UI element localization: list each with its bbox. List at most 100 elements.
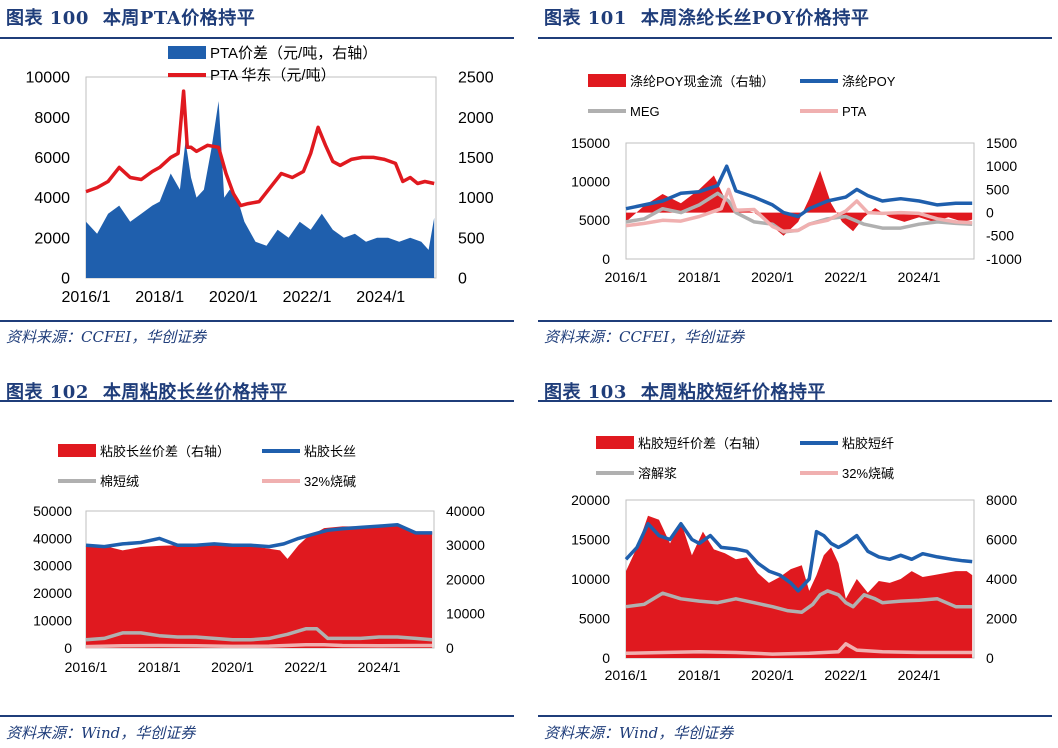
series-line — [85, 89, 435, 208]
y-left-tick-label: 5000 — [579, 212, 610, 228]
legend-label: PTA价差（元/吨，右轴） — [210, 45, 377, 62]
legend-label: 粘胶长丝价差（右轴） — [100, 444, 230, 459]
y-right-tick-label: 10000 — [446, 606, 485, 622]
series-area — [86, 524, 433, 648]
x-tick-label: 2016/1 — [65, 659, 108, 675]
legend-label: 粘胶短纤价差（右轴） — [638, 436, 768, 451]
figure-caption: 本周粘胶长丝价格持平 — [102, 382, 288, 403]
y-left-tick-label: 6000 — [34, 150, 70, 167]
y-right-tick-label: 2000 — [458, 110, 494, 127]
series-line — [625, 589, 973, 614]
panel-viscose-staple: 图表 103 本周粘胶短纤价格持平 2016/1 2018/1 2020/1 2022/… — [538, 374, 1052, 748]
panel-pta: 图表 100 本周PTA价格持平 2016/1 2018/1 2020/1 2022/1… — [0, 0, 514, 374]
legend-label: 涤纶POY — [842, 74, 896, 89]
legend-label: 涤纶POY现金流（右轴） — [630, 74, 774, 89]
series-line — [624, 521, 973, 593]
legend-label: MEG — [630, 104, 660, 119]
y-left-tick-label: 10000 — [571, 174, 610, 190]
y-left-tick-label: 20000 — [33, 585, 72, 601]
title-rule — [0, 400, 514, 402]
y-right-tick-label: 500 — [458, 230, 485, 247]
y-right-tick-label: 0 — [458, 271, 467, 288]
source-rule — [0, 320, 514, 322]
figure-title: 图表 100 本周PTA价格持平 — [6, 4, 255, 30]
panel-viscose-filament: 图表 102 本周粘胶长丝价格持平 2016/1 2018/1 2020/1 2022/… — [0, 374, 514, 748]
y-left-tick-label: 0 — [61, 271, 70, 288]
chart-pta: 2016/1 2018/1 2020/1 2022/1 2024/1 0 2000 4000 6… — [26, 45, 494, 306]
x-tick-label: 2022/1 — [824, 667, 867, 683]
x-tick-label: 2016/1 — [605, 269, 648, 285]
x-tick-label: 2022/1 — [824, 269, 867, 285]
figure-number: 图表 100 — [6, 8, 89, 29]
source-rule — [538, 715, 1052, 717]
y-right-tick-label: 40000 — [446, 503, 485, 519]
title-rule — [538, 37, 1052, 39]
y-left-tick-label: 2000 — [34, 230, 70, 247]
title-rule — [538, 400, 1052, 402]
x-tick-label: 2022/1 — [284, 659, 327, 675]
y-right-tick-label: 4000 — [986, 571, 1017, 587]
y-right-tick-label: 500 — [986, 181, 1010, 197]
legend-label: 粘胶短纤 — [842, 436, 894, 451]
figure-caption: 本周涤纶长丝POY价格持平 — [640, 8, 870, 29]
source-note: 资料来源：Wind，华创证券 — [544, 724, 734, 742]
legend-label: 32%烧碱 — [842, 466, 894, 481]
y-left-tick-label: 30000 — [33, 558, 72, 574]
legend-swatch — [168, 46, 206, 59]
legend-label: PTA — [842, 104, 867, 119]
figure-caption: 本周粘胶短纤价格持平 — [640, 382, 826, 403]
series-area — [86, 101, 435, 278]
plot-frame — [625, 142, 975, 260]
x-tick-label: 2018/1 — [678, 269, 721, 285]
series-area — [626, 170, 973, 236]
series-line — [85, 522, 433, 549]
series-line — [625, 642, 973, 656]
legend-label: 粘胶长丝 — [304, 444, 356, 459]
y-right-tick-label: 0 — [986, 205, 994, 221]
legend-swatch — [588, 74, 626, 87]
figure-title: 图表 103 本周粘胶短纤价格持平 — [544, 378, 826, 404]
y-left-tick-label: 0 — [602, 251, 610, 267]
x-tick-label: 2020/1 — [211, 659, 254, 675]
chart-poy: 2016/1 2018/1 2020/1 2022/1 2024/10500010000… — [571, 74, 1022, 285]
figure-title: 图表 101 本周涤纶长丝POY价格持平 — [544, 4, 869, 30]
figure-number: 图表 101 — [544, 8, 627, 29]
x-tick-label: 2020/1 — [751, 667, 794, 683]
series-line — [625, 164, 973, 219]
x-tick-label: 2018/1 — [138, 659, 181, 675]
y-left-tick-label: 5000 — [579, 610, 610, 626]
series-line — [85, 642, 433, 649]
figure-caption: 本周PTA价格持平 — [102, 8, 256, 29]
series-area — [626, 515, 973, 658]
y-left-tick-label: 15000 — [571, 135, 610, 151]
x-tick-label: 2018/1 — [135, 289, 184, 306]
source-rule — [538, 320, 1052, 322]
y-left-tick-label: 4000 — [34, 190, 70, 207]
x-tick-label: 2024/1 — [898, 667, 941, 683]
y-right-tick-label: 30000 — [446, 537, 485, 553]
x-tick-label: 2020/1 — [209, 289, 258, 306]
y-right-tick-label: 2500 — [458, 70, 494, 87]
y-left-tick-label: 8000 — [34, 110, 70, 127]
y-left-tick-label: 10000 — [571, 571, 610, 587]
y-left-tick-label: 10000 — [33, 613, 72, 629]
x-tick-label: 2024/1 — [898, 269, 941, 285]
series-line — [625, 187, 973, 233]
y-left-tick-label: 40000 — [33, 530, 72, 546]
figure-title: 图表 102 本周粘胶长丝价格持平 — [6, 378, 288, 404]
y-left-tick-label: 50000 — [33, 503, 72, 519]
y-right-tick-label: 6000 — [986, 531, 1017, 547]
y-left-tick-label: 10000 — [26, 70, 71, 87]
x-tick-label: 2016/1 — [62, 289, 111, 306]
source-note: 资料来源：CCFEI，华创证券 — [544, 328, 745, 346]
y-right-tick-label: 0 — [986, 650, 994, 666]
y-left-tick-label: 0 — [602, 650, 610, 666]
x-tick-label: 2024/1 — [358, 659, 401, 675]
legend-swatch — [58, 444, 96, 457]
legend-label: 32%烧碱 — [304, 474, 356, 489]
chart-viscose-filament: 2016/1 2018/1 2020/1 2022/1 2024/1 0 10000 2000… — [33, 444, 485, 675]
x-tick-label: 2022/1 — [283, 289, 332, 306]
source-rule — [0, 715, 514, 717]
legend-swatch — [596, 436, 634, 449]
y-right-tick-label: -500 — [986, 228, 1014, 244]
